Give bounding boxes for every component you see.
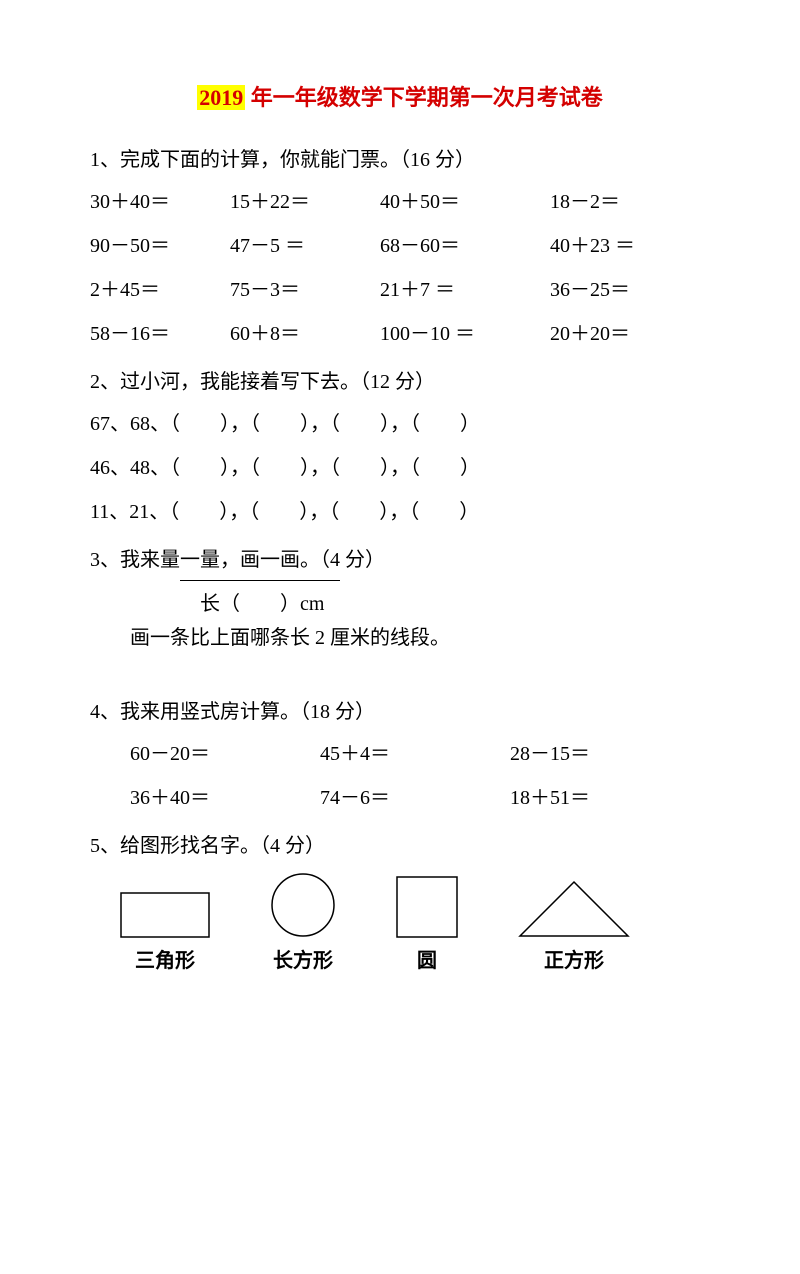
- shape-label: 三角形: [135, 944, 195, 973]
- circle-icon: [270, 872, 336, 938]
- q3-line-segment: [180, 580, 340, 581]
- shape-cell-circle: 长方形: [270, 872, 336, 973]
- q4-row-1: 36＋40＝ 74－6＝ 18＋51＝: [90, 776, 710, 820]
- q4-cell: 28－15＝: [510, 732, 670, 776]
- q1-cell: 58－16＝: [90, 312, 230, 356]
- q1-cell: 15＋22＝: [230, 180, 380, 224]
- q1-cell: 90－50＝: [90, 224, 230, 268]
- shape-cell-rectangle: 三角形: [120, 892, 210, 973]
- shape-label: 圆: [417, 944, 437, 973]
- q1-cell: 47－5 ＝: [230, 224, 380, 268]
- q3-instruction: 画一条比上面哪条长 2 厘米的线段。: [90, 616, 710, 660]
- q1-row-2: 2＋45＝ 75－3＝ 21＋7 ＝ 36－25＝: [90, 268, 710, 312]
- q5-shapes-row: 三角形 长方形 圆 正方形: [90, 872, 710, 973]
- q2-seq-2: 11、21、（ ），（ ），（ ），（ ）: [90, 490, 710, 534]
- q1-cell: 20＋20＝: [550, 312, 700, 356]
- q4-row-0: 60－20＝ 45＋4＝ 28－15＝: [90, 732, 710, 776]
- title-year-highlight: 2019: [197, 85, 245, 110]
- exam-title: 2019 年一年级数学下学期第一次月考试卷: [90, 80, 710, 112]
- shape-cell-triangle: 正方形: [518, 880, 630, 973]
- shape-label: 长方形: [273, 944, 333, 973]
- q3-measure-label: 长（ ）cm: [200, 585, 710, 616]
- exam-page: 2019 年一年级数学下学期第一次月考试卷 1、完成下面的计算，你就能门票。（1…: [0, 0, 800, 1033]
- q1-row-0: 30＋40＝ 15＋22＝ 40＋50＝ 18－2＝: [90, 180, 710, 224]
- q1-cell: 100－10 ＝: [380, 312, 550, 356]
- q3-measure: 长（ ）cm: [170, 580, 710, 616]
- q1-cell: 18－2＝: [550, 180, 700, 224]
- q2-heading: 2、过小河，我能接着写下去。（12 分）: [90, 362, 710, 402]
- q4-cell: 45＋4＝: [320, 732, 510, 776]
- q1-cell: 40＋23 ＝: [550, 224, 700, 268]
- q1-cell: 2＋45＝: [90, 268, 230, 312]
- q4-cell: 74－6＝: [320, 776, 510, 820]
- shape-cell-square: 圆: [396, 876, 458, 973]
- title-rest: 年一年级数学下学期第一次月考试卷: [245, 85, 603, 110]
- rectangle-icon: [120, 892, 210, 938]
- q3-heading: 3、我来量一量，画一画。（4 分）: [90, 540, 710, 580]
- triangle-icon: [518, 880, 630, 938]
- q2-seq-0: 67、68、（ ），（ ），（ ），（ ）: [90, 402, 710, 446]
- q1-cell: 60＋8＝: [230, 312, 380, 356]
- q1-cell: 75－3＝: [230, 268, 380, 312]
- q5-heading: 5、给图形找名字。（4 分）: [90, 826, 710, 866]
- q1-row-1: 90－50＝ 47－5 ＝ 68－60＝ 40＋23 ＝: [90, 224, 710, 268]
- q1-cell: 30＋40＝: [90, 180, 230, 224]
- q1-cell: 21＋7 ＝: [380, 268, 550, 312]
- q4-heading: 4、我来用竖式房计算。（18 分）: [90, 692, 710, 732]
- q2-seq-1: 46、48、（ ），（ ），（ ），（ ）: [90, 446, 710, 490]
- q1-cell: 68－60＝: [380, 224, 550, 268]
- q1-row-3: 58－16＝ 60＋8＝ 100－10 ＝ 20＋20＝: [90, 312, 710, 356]
- q4-cell: 36＋40＝: [130, 776, 320, 820]
- q1-cell: 36－25＝: [550, 268, 700, 312]
- shape-label: 正方形: [544, 944, 604, 973]
- q1-grid: 30＋40＝ 15＋22＝ 40＋50＝ 18－2＝ 90－50＝ 47－5 ＝…: [90, 180, 710, 356]
- square-icon: [396, 876, 458, 938]
- q1-heading: 1、完成下面的计算，你就能门票。（16 分）: [90, 140, 710, 180]
- q4-cell: 18＋51＝: [510, 776, 670, 820]
- q1-cell: 40＋50＝: [380, 180, 550, 224]
- q4-cell: 60－20＝: [130, 732, 320, 776]
